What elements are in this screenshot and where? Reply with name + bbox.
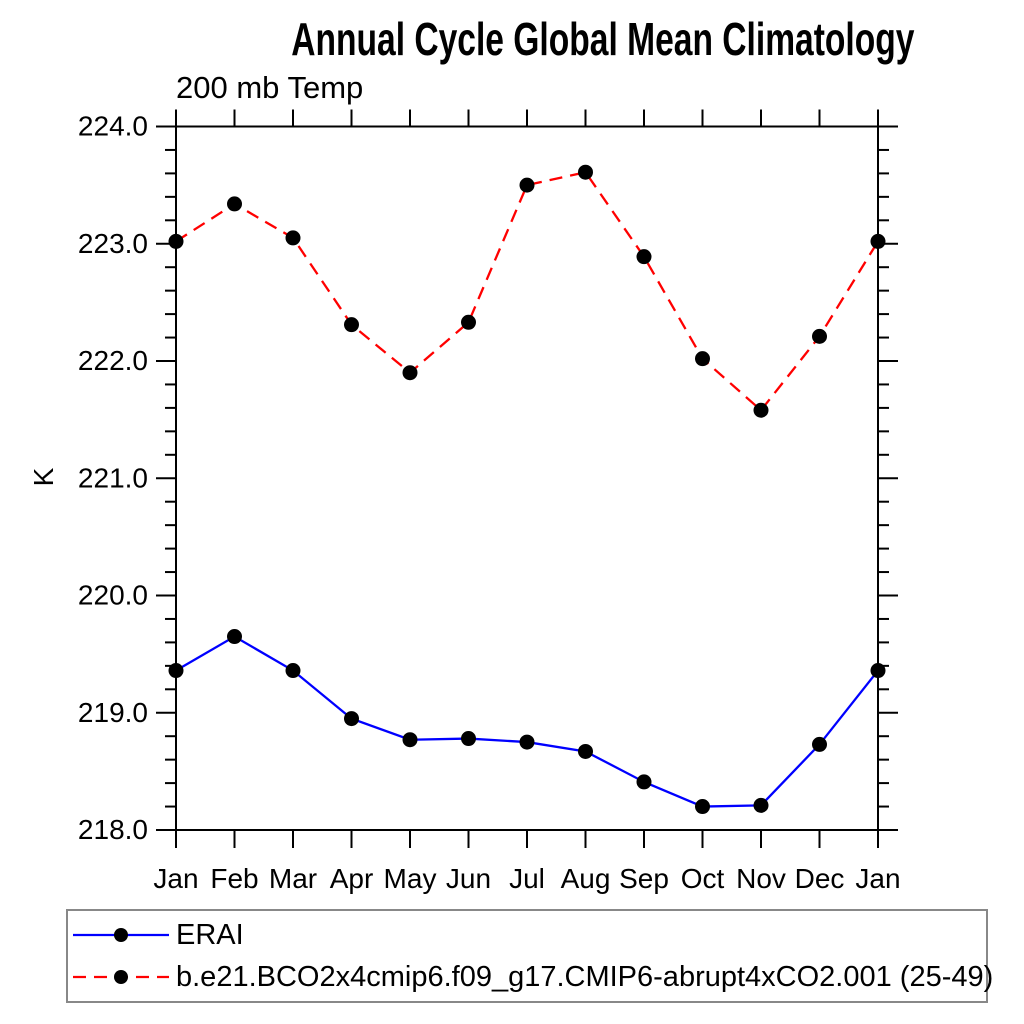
- data-point-marker: [519, 734, 535, 750]
- plot-frame: [175, 125, 879, 831]
- data-point-marker: [285, 230, 301, 246]
- data-point-marker: [461, 314, 476, 330]
- data-point-marker: [870, 663, 886, 679]
- y-tick-label: 220.0: [78, 580, 148, 611]
- data-point-marker: [753, 797, 769, 813]
- series-line-model: [175, 170, 879, 412]
- data-point-marker: [636, 249, 652, 265]
- series-line-erai: [175, 635, 879, 808]
- data-point-marker: [519, 177, 535, 193]
- data-point-marker: [753, 402, 769, 418]
- data-point-marker: [812, 328, 827, 344]
- legend-entry-model: b.e21.BCO2x4cmip6.f09_g17.CMIP6-abrupt4x…: [71, 962, 993, 992]
- x-tick-label: Apr: [330, 863, 374, 894]
- x-tick-label: May: [384, 863, 437, 894]
- y-tick-label: 223.0: [78, 228, 148, 259]
- legend-line-sample-model: [73, 970, 169, 984]
- legend-sample-marker: [114, 970, 128, 984]
- x-tick-label: Jan: [855, 863, 900, 894]
- legend-entry-erai: ERAI: [71, 920, 244, 950]
- y-tick-label: 221.0: [78, 462, 148, 493]
- data-point-marker: [168, 233, 184, 249]
- legend-box: ERAI b.e21.BCO2x4cmip6.f09_g17.CMIP6-abr…: [66, 909, 993, 1003]
- x-tick-label: Aug: [561, 863, 611, 894]
- x-tick-label: Mar: [269, 863, 317, 894]
- data-point-marker: [870, 233, 886, 249]
- data-point-marker: [227, 629, 242, 645]
- y-tick-label: 222.0: [78, 345, 148, 376]
- data-point-marker: [285, 663, 301, 679]
- chart-subtitle: 200 mb Temp: [176, 70, 364, 105]
- legend-label-model: b.e21.BCO2x4cmip6.f09_g17.CMIP6-abrupt4x…: [176, 961, 994, 993]
- legend-sample-marker: [114, 928, 128, 942]
- data-point-marker: [695, 351, 710, 367]
- data-point-marker: [578, 164, 593, 180]
- y-tick-label: 224.0: [78, 111, 148, 142]
- y-tick-label: 218.0: [78, 814, 148, 845]
- data-point-marker: [344, 711, 359, 727]
- data-point-marker: [402, 732, 418, 748]
- data-point-marker: [812, 736, 827, 752]
- legend-label-erai: ERAI: [176, 919, 244, 951]
- data-point-marker: [578, 743, 593, 759]
- data-point-marker: [227, 196, 242, 212]
- data-point-marker: [168, 663, 184, 679]
- x-tick-label: Jan: [153, 863, 198, 894]
- data-point-marker: [344, 317, 359, 333]
- data-point-marker: [695, 799, 710, 815]
- x-tick-label: Sep: [619, 863, 669, 894]
- x-tick-label: Dec: [795, 863, 845, 894]
- x-tick-label: Jun: [446, 863, 491, 894]
- x-tick-label: Jul: [509, 863, 545, 894]
- x-tick-label: Oct: [681, 863, 725, 894]
- x-tick-label: Nov: [736, 863, 786, 894]
- chart-title-text: Annual Cycle Global Mean Climatology: [291, 13, 915, 65]
- chart-title: Annual Cycle Global Mean Climatology: [176, 16, 914, 62]
- x-tick-label: Feb: [210, 863, 258, 894]
- data-point-marker: [636, 774, 652, 790]
- data-point-marker: [402, 365, 418, 381]
- y-tick-label: 219.0: [78, 697, 148, 728]
- data-point-marker: [461, 731, 476, 747]
- legend-line-sample-erai: [73, 928, 169, 942]
